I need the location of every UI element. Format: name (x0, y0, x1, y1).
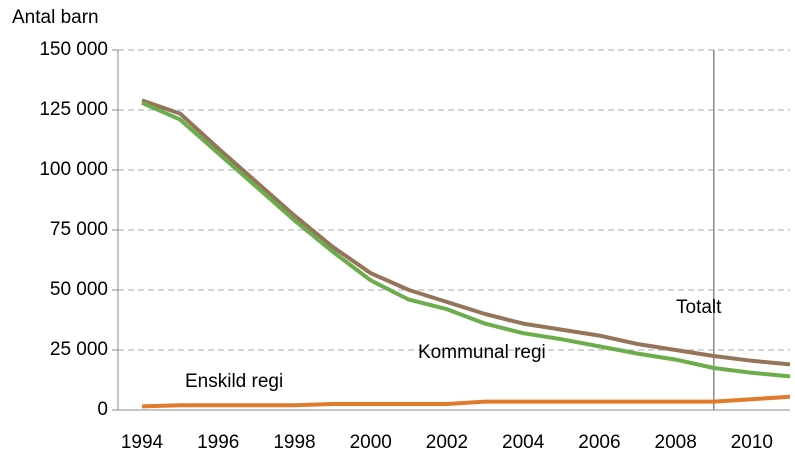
y-tick-label: 50 000 (50, 279, 108, 300)
series-line (141, 100, 791, 379)
x-tick-label: 1996 (197, 432, 239, 453)
y-tick-label: 0 (97, 399, 108, 420)
x-tick-label: 2004 (502, 432, 545, 453)
x-tick-label: 2006 (578, 432, 620, 453)
x-tick-label: 2008 (655, 432, 697, 453)
y-tick-label: 25 000 (50, 339, 108, 360)
y-tick-label: 150 000 (39, 39, 108, 60)
series-line (141, 98, 791, 367)
x-tick-label: 2002 (426, 432, 468, 453)
x-tick-label: 2010 (731, 432, 773, 453)
y-tick-label: 125 000 (39, 99, 108, 120)
x-tick-label: 2000 (350, 432, 392, 453)
y-tick-label: 75 000 (50, 219, 108, 240)
series-label: Totalt (676, 297, 722, 318)
series-label: Kommunal regi (418, 342, 546, 363)
x-tick-label: 1994 (121, 432, 164, 453)
x-tick-label: 1998 (273, 432, 315, 453)
y-tick-label: 100 000 (39, 159, 108, 180)
series-line (141, 394, 791, 409)
y-axis-label: Antal barn (12, 7, 99, 28)
series-label: Enskild regi (185, 371, 283, 392)
